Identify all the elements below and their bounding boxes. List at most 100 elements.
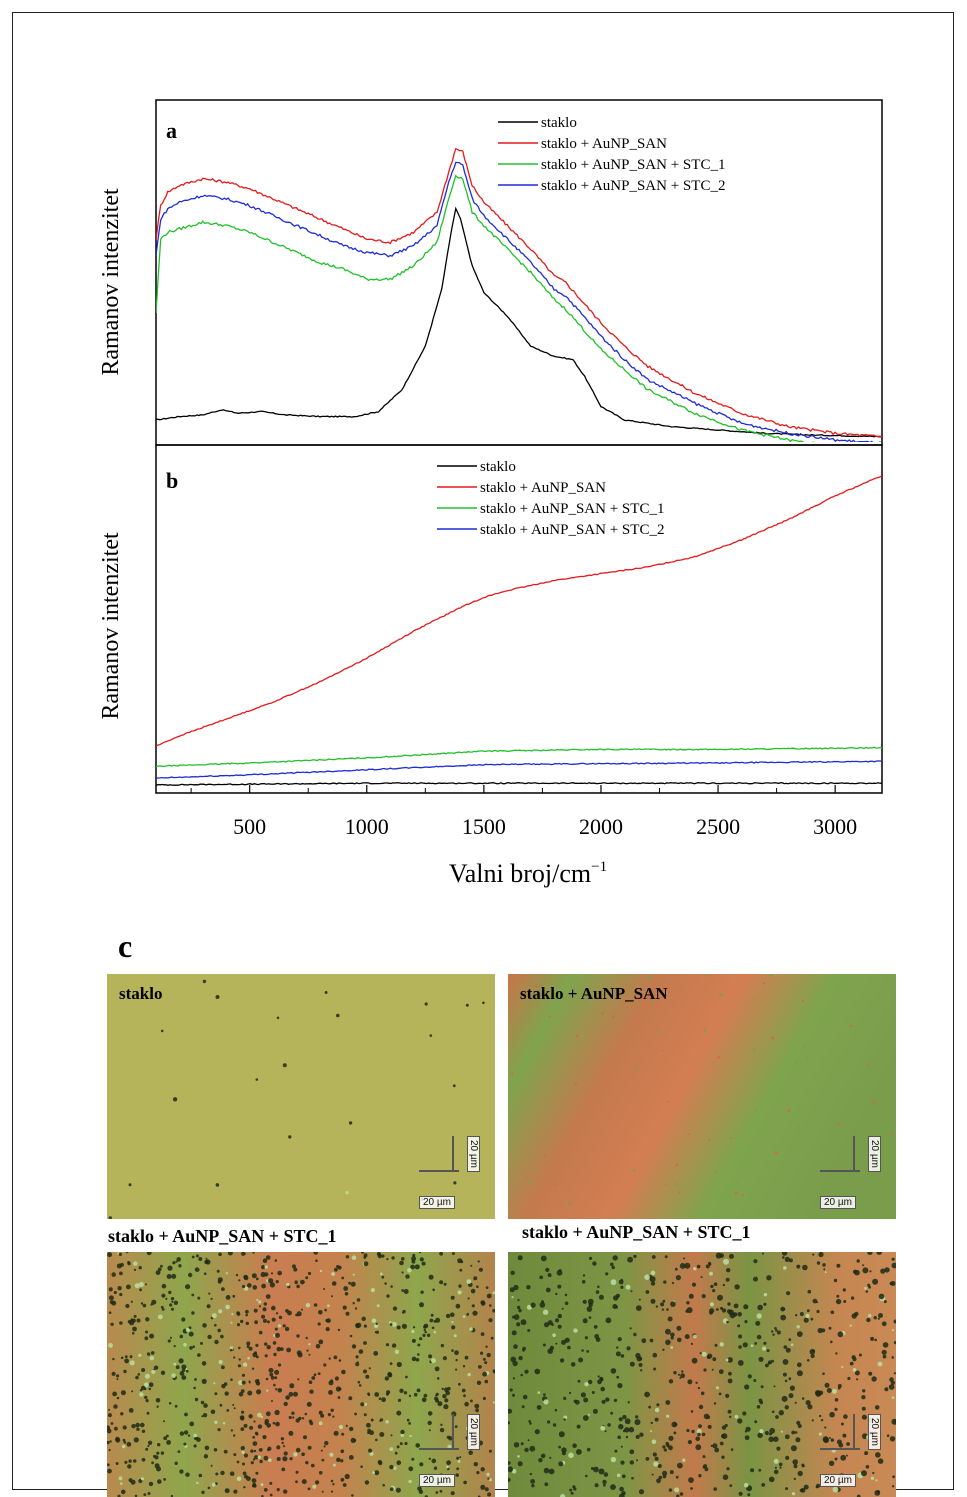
particle: [670, 1470, 674, 1474]
particle: [516, 1123, 518, 1125]
particle: [189, 1332, 194, 1337]
particle: [402, 1271, 404, 1273]
particle: [318, 1372, 321, 1375]
particle: [684, 1263, 690, 1269]
x-tick-label: 2500: [696, 814, 740, 839]
particle: [269, 1373, 273, 1377]
particle: [369, 1367, 371, 1369]
particle: [719, 1393, 722, 1396]
particle: [686, 1301, 689, 1304]
particle: [432, 1459, 437, 1464]
particle: [670, 1346, 673, 1349]
particle: [252, 1478, 257, 1483]
particle: [409, 1395, 411, 1397]
particle: [878, 1313, 883, 1318]
particle: [276, 1280, 279, 1283]
particle: [480, 1485, 485, 1490]
particle: [404, 1442, 407, 1445]
particle: [704, 1414, 710, 1420]
particle: [664, 1448, 667, 1451]
particle: [720, 1442, 724, 1446]
particle: [399, 1261, 404, 1266]
particle: [659, 1476, 663, 1480]
particle: [723, 1259, 729, 1265]
particle: [856, 1378, 858, 1380]
particle: [250, 1449, 253, 1452]
particle: [396, 1411, 401, 1416]
particle: [128, 1459, 131, 1462]
micrograph-stc1-b: 20 µm 20 µm: [508, 1252, 896, 1497]
particle: [284, 1451, 288, 1455]
particle: [846, 1455, 848, 1457]
legend-entry: staklo: [480, 459, 516, 475]
particle: [712, 1369, 714, 1371]
particle: [834, 1408, 837, 1411]
particle: [240, 1320, 243, 1323]
particle: [691, 1430, 694, 1433]
particle: [794, 1478, 796, 1480]
particle: [208, 1487, 211, 1490]
particle: [226, 1272, 228, 1274]
particle: [251, 1461, 254, 1464]
particle: [145, 1448, 148, 1451]
particle: [617, 1383, 622, 1388]
particle: [646, 1290, 650, 1294]
particle: [364, 1261, 369, 1266]
particle: [483, 1358, 486, 1361]
particle: [477, 1381, 481, 1385]
particle: [341, 1478, 345, 1482]
particle: [244, 1453, 248, 1457]
particle: [131, 1301, 133, 1303]
particle: [788, 1338, 791, 1341]
legend-entry: staklo + AuNP_SAN + STC_1: [541, 157, 725, 173]
particle: [263, 1319, 267, 1323]
particle: [197, 1353, 201, 1357]
panel-a-series-lines: [156, 149, 882, 451]
particle: [631, 1290, 633, 1292]
particle: [208, 1293, 210, 1295]
particle: [549, 1457, 551, 1459]
particle: [811, 1318, 814, 1321]
particle: [145, 1283, 147, 1285]
particle: [120, 1482, 123, 1485]
particle: [867, 1064, 869, 1066]
particle: [832, 1389, 837, 1394]
particle: [757, 1335, 762, 1340]
particle: [376, 1331, 379, 1334]
particle: [487, 1294, 492, 1299]
particle: [354, 1413, 357, 1416]
particle: [349, 1121, 352, 1124]
particle: [238, 1364, 241, 1367]
particle: [140, 1423, 145, 1428]
particle: [719, 994, 722, 997]
particle: [569, 1392, 571, 1394]
particle: [309, 1420, 313, 1424]
particle: [485, 1346, 487, 1348]
particle: [443, 1404, 448, 1409]
particle: [834, 1279, 837, 1282]
particle: [435, 1318, 440, 1323]
particle: [220, 1404, 223, 1407]
particle: [273, 1341, 277, 1345]
particle: [738, 1345, 742, 1349]
particle: [474, 1404, 479, 1409]
particle: [261, 1284, 266, 1289]
particle: [318, 1340, 323, 1345]
particle: [646, 1457, 650, 1461]
particle: [243, 1472, 247, 1476]
particle: [729, 1484, 732, 1487]
particle: [702, 1352, 707, 1357]
particle: [486, 1473, 489, 1476]
particle: [626, 1436, 628, 1438]
particle: [408, 1466, 413, 1471]
particle: [296, 1448, 301, 1453]
particle: [181, 1375, 186, 1380]
particle: [341, 1433, 344, 1436]
particle: [479, 1268, 483, 1272]
particle: [280, 1347, 284, 1351]
particle: [198, 1257, 202, 1261]
particle: [240, 1417, 244, 1421]
particle: [567, 1346, 571, 1350]
particle: [124, 1441, 127, 1444]
particle: [283, 1063, 287, 1067]
